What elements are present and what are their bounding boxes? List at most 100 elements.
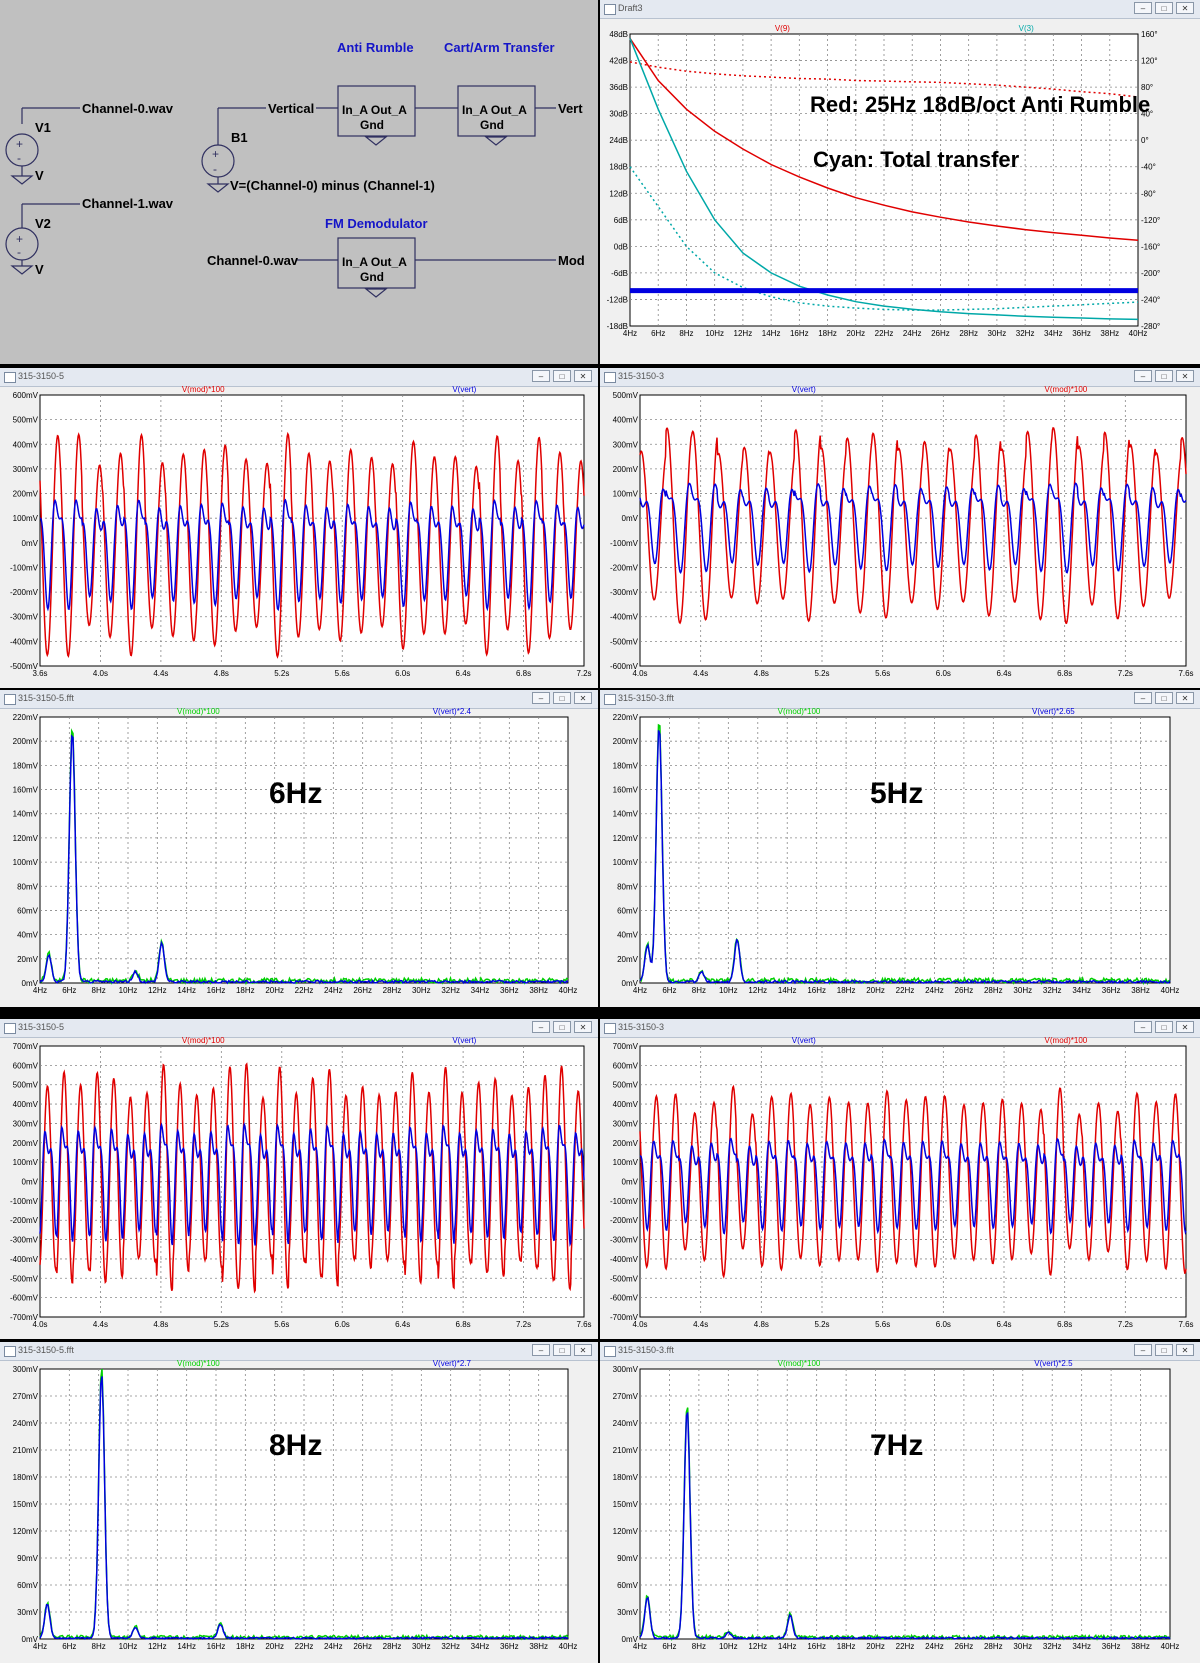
titlebar[interactable]: 315-3150-3.fft – □ ✕ [600, 1342, 1200, 1361]
close-button[interactable]: ✕ [1176, 692, 1194, 704]
window-time-plot-5b[interactable]: 315-3150-5 – □ ✕ 4.0s 4.4s 4.8s 5.2s 5.6s 6.0s 6… [0, 1019, 598, 1339]
y2-tick-label: 80° [1141, 83, 1153, 92]
y-tick-label: -6dB [611, 269, 628, 278]
minimize-button[interactable]: – [532, 1344, 550, 1356]
y-tick-label: 500mV [613, 391, 639, 400]
block-title-fm-demod: FM Demodulator [325, 216, 428, 231]
y-tick-label: 160mV [613, 786, 639, 795]
time-plot-chart: 4.0s 4.4s 4.8s 5.2s 5.6s 6.0s 6.4s 6.8s 7.2s 7.6s… [610, 1036, 1194, 1329]
close-button[interactable]: ✕ [574, 1021, 592, 1033]
legend-entry: V(mod)*100 [177, 707, 220, 716]
titlebar[interactable]: 315-3150-3 – □ ✕ [600, 1019, 1200, 1038]
x-tick-label: 34Hz [1044, 329, 1063, 338]
fm-demod-block[interactable]: In_A Out_A Gnd [337, 237, 416, 298]
anti-rumble-block[interactable]: In_A Out_A Gnd [337, 85, 416, 146]
close-button[interactable]: ✕ [1176, 2, 1194, 14]
x-tick-label: 4.0s [93, 669, 108, 678]
x-tick-label: 4.0s [632, 669, 647, 678]
x-tick-label: 38Hz [529, 1642, 548, 1651]
minimize-button[interactable]: – [1134, 692, 1152, 704]
titlebar[interactable]: 315-3150-5.fft – □ ✕ [0, 690, 598, 709]
y-tick-label: 500mV [13, 1081, 39, 1090]
window-fft-plot-5b[interactable]: 315-3150-5.fft – □ ✕ 4Hz 6Hz 8Hz 10Hz 12Hz 14Hz… [0, 1342, 598, 1663]
x-tick-label: 40Hz [1129, 329, 1148, 338]
y-tick-label: 40mV [17, 931, 39, 940]
y-tick-label: 600mV [13, 1061, 39, 1070]
legend-entry: V(vert) [792, 385, 816, 394]
titlebar[interactable]: 315-3150-3 – □ ✕ [600, 368, 1200, 387]
voltage-source-v2[interactable]: + - [5, 203, 80, 275]
minimize-button[interactable]: – [532, 692, 550, 704]
window-title: 315-3150-5.fft [18, 1345, 74, 1355]
close-button[interactable]: ✕ [1176, 370, 1194, 382]
maximize-button[interactable]: □ [1155, 1344, 1173, 1356]
x-tick-label: 10Hz [705, 329, 724, 338]
grid [40, 1046, 584, 1317]
titlebar[interactable]: 315-3150-3.fft – □ ✕ [600, 690, 1200, 709]
y-tick-label: 300mV [613, 440, 639, 449]
y-tick-label: 120mV [13, 834, 39, 843]
y-tick-label: 220mV [613, 713, 639, 722]
y-tick-label: 180mV [613, 1473, 639, 1482]
y-tick-label: 140mV [13, 810, 39, 819]
titlebar[interactable]: 315-3150-5 – □ ✕ [0, 1019, 598, 1038]
y-tick-label: 0mV [22, 539, 39, 548]
window-bode-plot[interactable]: Draft3 – □ ✕ 4Hz 6Hz 8Hz 10Hz 12Hz 14Hz 16Hz 18Hz… [600, 0, 1200, 364]
window-time-plot-5[interactable]: 315-3150-5 – □ ✕ 3.6s 4.0s 4.4s 4.8s 5.2s 5.6s 6… [0, 368, 598, 688]
maximize-button[interactable]: □ [553, 1344, 571, 1356]
window-fft-plot-5[interactable]: 315-3150-5.fft – □ ✕ 4Hz 6Hz 8Hz 10Hz 12Hz 14Hz… [0, 690, 598, 1007]
x-tick-label: 10Hz [119, 986, 138, 995]
maximize-button[interactable]: □ [1155, 692, 1173, 704]
minimize-button[interactable]: – [532, 1021, 550, 1033]
minimize-button[interactable]: – [1134, 370, 1152, 382]
minimize-button[interactable]: – [1134, 1344, 1152, 1356]
x-tick-label: 4Hz [33, 986, 47, 995]
x-tick-label: 32Hz [1016, 329, 1035, 338]
minimize-button[interactable]: – [1134, 2, 1152, 14]
y-tick-label: 120mV [13, 1527, 39, 1536]
titlebar[interactable]: Draft3 – □ ✕ [600, 0, 1200, 19]
y-tick-label: 200mV [613, 737, 639, 746]
titlebar[interactable]: 315-3150-5.fft – □ ✕ [0, 1342, 598, 1361]
waveform-app-icon [604, 4, 616, 15]
close-button[interactable]: ✕ [574, 692, 592, 704]
y-tick-label: 42dB [609, 57, 628, 66]
x-tick-label: 16Hz [807, 986, 826, 995]
x-tick-label: 38Hz [529, 986, 548, 995]
maximize-button[interactable]: □ [1155, 370, 1173, 382]
series-line-cyan-dotted [629, 166, 1139, 311]
legend-entry: V(vert)*2.65 [1032, 707, 1075, 716]
y-tick-label: 200mV [13, 737, 39, 746]
cart-arm-block[interactable]: In_A Out_A Gnd [457, 85, 536, 146]
minimize-button[interactable]: – [1134, 1021, 1152, 1033]
maximize-button[interactable]: □ [1155, 2, 1173, 14]
maximize-button[interactable]: □ [1155, 1021, 1173, 1033]
waveform-app-icon [604, 694, 616, 705]
y-tick-label: 600mV [13, 391, 39, 400]
voltage-source-v1[interactable]: + - [5, 107, 80, 185]
y2-tick-label: 0° [1141, 136, 1149, 145]
maximize-button[interactable]: □ [553, 370, 571, 382]
y-tick-label: 20mV [617, 955, 639, 964]
fft-plot-chart: 4Hz 6Hz 8Hz 10Hz 12Hz 14Hz 16Hz 18Hz 20Hz 22Hz 24H… [613, 707, 1180, 995]
close-button[interactable]: ✕ [1176, 1021, 1194, 1033]
legend-entry: V(vert)*2.5 [1034, 1359, 1073, 1368]
x-tick-label: 7.2s [1118, 669, 1133, 678]
window-time-plot-3[interactable]: 315-3150-3 – □ ✕ 4.0s 4.4s 4.8s 5.2s 5.6s 6.0s 6… [600, 368, 1200, 688]
y-tick-label: -100mV [610, 539, 639, 548]
window-fft-plot-3b[interactable]: 315-3150-3.fft – □ ✕ 4Hz 6Hz 8Hz 10Hz 12Hz 14Hz… [600, 1342, 1200, 1663]
close-button[interactable]: ✕ [1176, 1344, 1194, 1356]
x-tick-label: 16Hz [207, 1642, 226, 1651]
close-button[interactable]: ✕ [574, 370, 592, 382]
maximize-button[interactable]: □ [553, 692, 571, 704]
x-tick-label: 4.4s [693, 1320, 708, 1329]
window-fft-plot-3[interactable]: 315-3150-3.fft – □ ✕ 4Hz 6Hz 8Hz 10Hz 12Hz 14Hz… [600, 690, 1200, 1007]
behavioral-source-b1[interactable]: + - [201, 107, 266, 193]
window-time-plot-3b[interactable]: 315-3150-3 – □ ✕ 4.0s 4.4s 4.8s 5.2s 5.6s 6.0s 6… [600, 1019, 1200, 1339]
maximize-button[interactable]: □ [553, 1021, 571, 1033]
titlebar[interactable]: 315-3150-5 – □ ✕ [0, 368, 598, 387]
fft-plot-chart: 4Hz 6Hz 8Hz 10Hz 12Hz 14Hz 16Hz 18Hz 20Hz 22Hz 24H… [13, 707, 578, 995]
close-button[interactable]: ✕ [574, 1344, 592, 1356]
minimize-button[interactable]: – [532, 370, 550, 382]
legend-entry: V(mod)*100 [778, 1359, 821, 1368]
